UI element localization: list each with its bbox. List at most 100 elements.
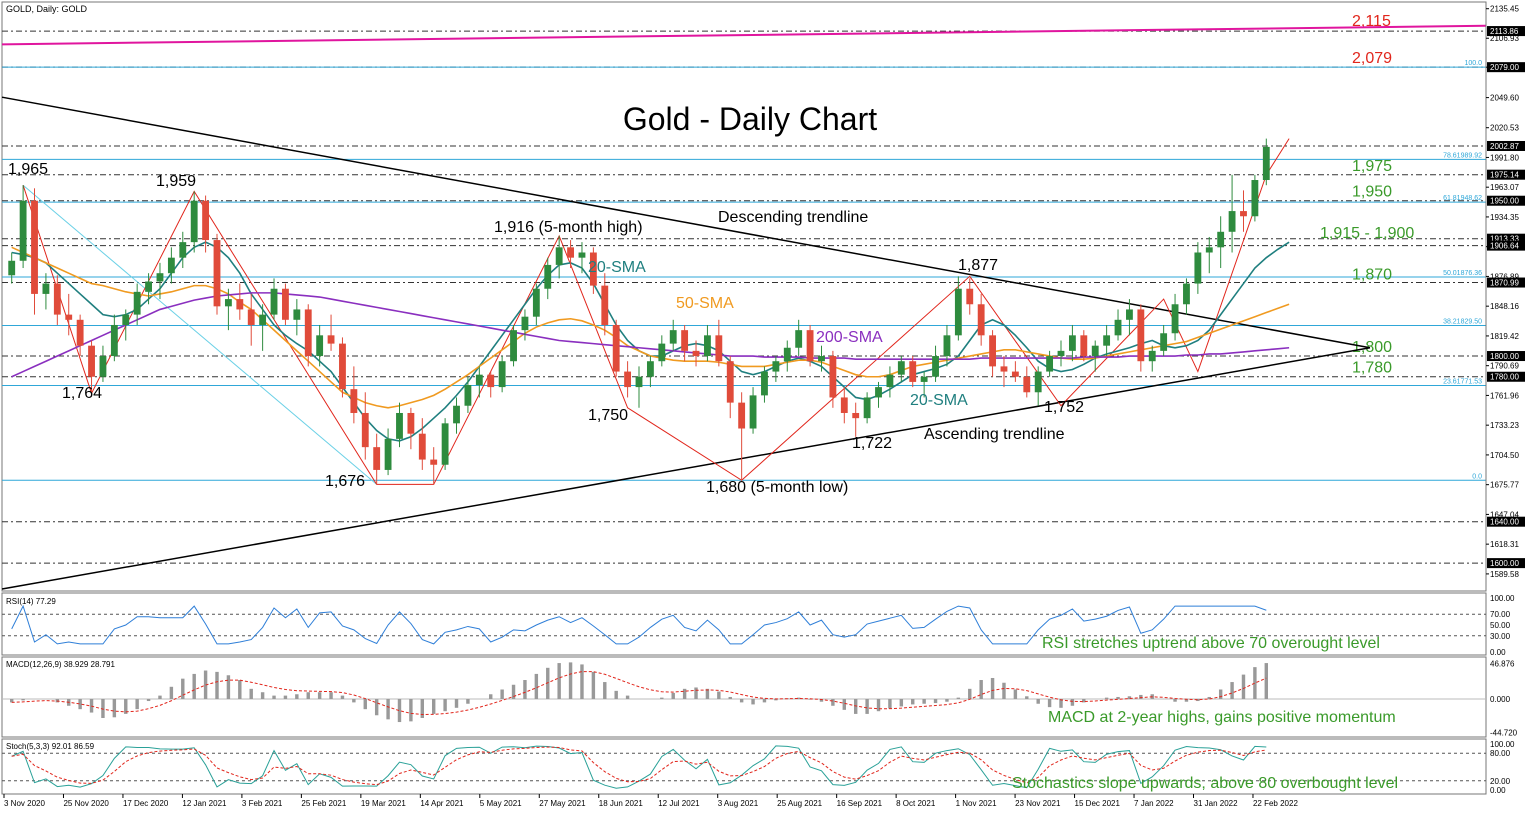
candle (259, 304, 267, 351)
price-marker-label: 1640.00 (1490, 518, 1519, 527)
price-tick-label: 1963.07 (1490, 183, 1519, 192)
candle-body (1091, 345, 1099, 357)
price-marker-box (1487, 240, 1525, 251)
candle (578, 242, 586, 274)
sma20-label-b: 20-SMA (910, 392, 968, 409)
candle (1148, 345, 1156, 372)
sma20-label-a: 20-SMA (588, 259, 646, 276)
candle-body (658, 343, 666, 362)
price-tick-label: 1761.96 (1490, 391, 1519, 400)
label-1764: 1,764 (62, 385, 102, 402)
fibonacci-label: 100.0 (1464, 60, 1482, 67)
candle-body (498, 361, 506, 388)
candle (498, 356, 506, 393)
candle-body (1034, 371, 1042, 393)
candle (247, 293, 255, 346)
candle-body (31, 200, 38, 294)
candle-body (669, 330, 677, 344)
price-marker: 1950.00 (1487, 195, 1525, 206)
candle-body (19, 200, 27, 261)
candle (977, 293, 985, 346)
candle-body (521, 316, 529, 331)
candle (1000, 356, 1008, 388)
candle (749, 387, 757, 434)
candle-body (738, 402, 746, 429)
candle-body (110, 324, 118, 357)
label-1959: 1,959 (156, 173, 196, 190)
price-tick-label: 1675.77 (1490, 481, 1519, 490)
candle (966, 278, 974, 315)
candle-body (715, 335, 723, 362)
price-marker: 1800.00 (1487, 351, 1525, 362)
candle-body (213, 240, 221, 307)
candle-body (441, 423, 449, 465)
rsi-panel-frame (1, 592, 1487, 656)
candle (532, 283, 540, 325)
price-marker: 1780.00 (1487, 371, 1525, 382)
candle-body (453, 405, 460, 424)
fibonacci-label: 0.0 (1472, 473, 1482, 480)
label-1752: 1,752 (1044, 399, 1084, 416)
candle (635, 366, 643, 408)
candle (487, 371, 495, 398)
candle (909, 356, 917, 388)
price-marker-box (1487, 371, 1525, 382)
candle (932, 345, 939, 382)
candle-body (726, 361, 734, 403)
price-marker: 1600.00 (1487, 558, 1525, 569)
price-tick-label: 1589.58 (1490, 570, 1519, 579)
candle (42, 273, 50, 310)
candle (350, 366, 358, 424)
key-level-label: 1,950 (1352, 184, 1392, 201)
stoch-note: Stochastics slope upwards, above 80 over… (1012, 775, 1398, 792)
key-level-label: 1,780 (1352, 360, 1392, 377)
price-marker-label: 1870.99 (1490, 279, 1519, 288)
candle (475, 366, 483, 398)
candle-body (282, 288, 289, 320)
candle (1228, 174, 1236, 253)
candle-body (464, 385, 472, 406)
candle-body (1148, 350, 1156, 362)
candle-body (932, 356, 939, 377)
price-marker: 2113.86 (1487, 26, 1525, 36)
price-tick-label: 2135.45 (1490, 5, 1519, 14)
price-marker-box (1487, 195, 1525, 206)
candle (1194, 242, 1202, 294)
stoch-tick-label: 100.00 (1490, 740, 1515, 749)
candle-body (966, 288, 974, 305)
x-tick-label: 31 Jan 2022 (1194, 799, 1239, 808)
candle-body (373, 447, 381, 470)
price-tick-label: 2106.93 (1490, 34, 1519, 43)
price-marker-box (1487, 558, 1525, 569)
x-tick-label: 15 Dec 2021 (1075, 799, 1121, 808)
candle (1262, 138, 1270, 186)
candle-body (863, 397, 871, 419)
stoch-d-line (11, 746, 1267, 786)
candle-body (167, 257, 175, 274)
price-tick-label: 1704.50 (1490, 451, 1519, 460)
candle-body (692, 350, 700, 357)
macd-tick-label: -44.720 (1490, 729, 1518, 738)
candle-body (224, 299, 232, 307)
price-marker-label: 1600.00 (1490, 559, 1519, 568)
price-marker-label: 1800.00 (1490, 352, 1519, 361)
candle-body (1160, 333, 1168, 351)
candle-body (875, 387, 882, 398)
candle (715, 319, 723, 367)
price-tick-label: 2049.60 (1490, 94, 1519, 103)
price-marker-box (1487, 351, 1525, 362)
candle-body (829, 356, 837, 398)
candle-body (8, 260, 16, 276)
candle-body (1240, 211, 1247, 217)
candle (704, 324, 711, 362)
x-tick-label: 5 May 2021 (480, 799, 522, 808)
candle (145, 273, 152, 305)
resistance-line-2115 (1, 24, 1487, 46)
candle-body (646, 361, 654, 377)
candle (818, 345, 825, 372)
candle-body (681, 330, 689, 351)
candle (1034, 366, 1042, 406)
candle (658, 335, 666, 367)
candle (726, 356, 734, 419)
candle-body (65, 314, 73, 320)
